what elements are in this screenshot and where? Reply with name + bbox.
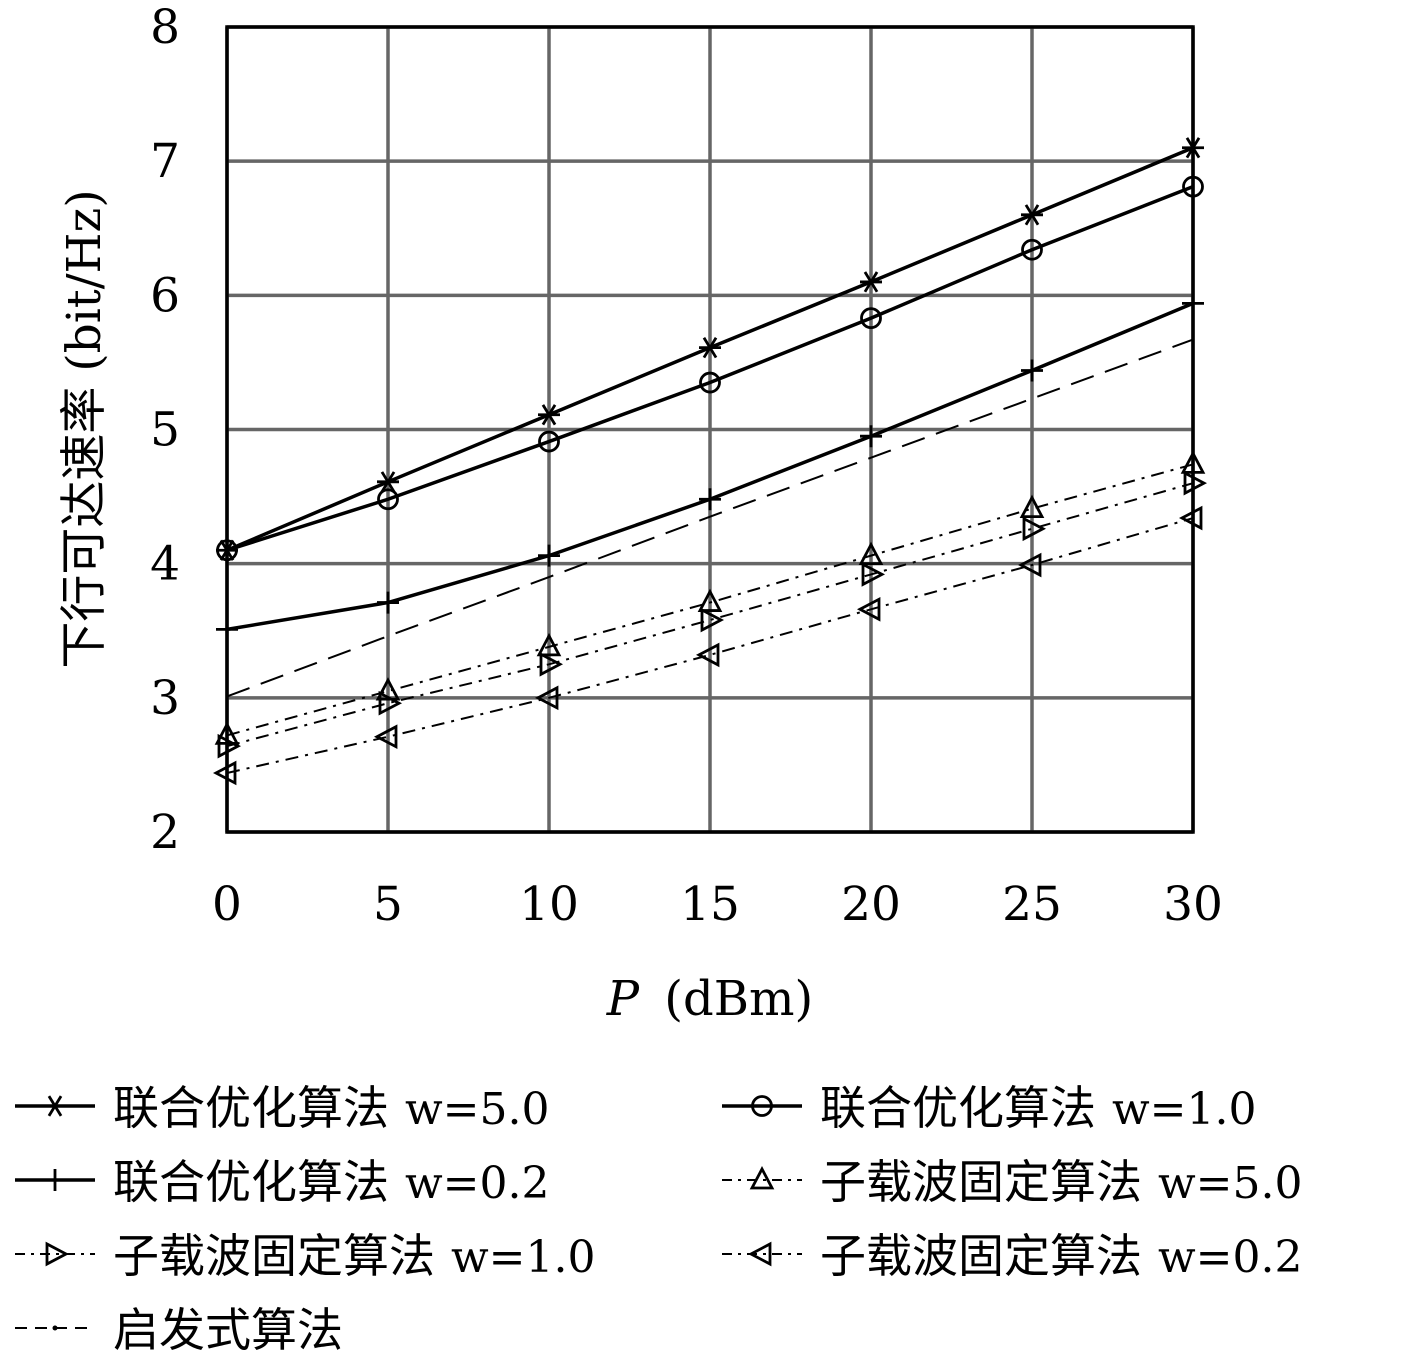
legend-item: 联合优化算法 w=1.0 — [722, 1081, 1257, 1135]
legend-name: 子载波固定算法 — [113, 1229, 435, 1283]
x-tick-label: 10 — [519, 877, 579, 932]
legend-label: 联合优化算法 w=5.0 — [113, 1081, 550, 1135]
legend-label: 联合优化算法 w=1.0 — [820, 1081, 1257, 1135]
x-tick-label: 20 — [841, 877, 901, 932]
data-point — [1022, 516, 1047, 542]
data-point — [536, 632, 562, 657]
y-tick-label: 6 — [150, 268, 180, 323]
legend-item: 联合优化算法 w=5.0 — [15, 1081, 550, 1135]
data-point — [699, 488, 721, 511]
legend-marker — [44, 1169, 66, 1191]
data-point — [700, 607, 725, 633]
data-point — [538, 430, 560, 453]
data-point — [699, 371, 721, 394]
legend-w-value: w=5.0 — [1158, 1158, 1303, 1209]
x-axis-variable: P — [606, 971, 640, 1027]
legend-item: 启发式算法 — [15, 1303, 343, 1357]
data-point — [539, 651, 564, 677]
legend-w-value: w=0.2 — [405, 1158, 550, 1209]
data-point — [378, 690, 403, 716]
y-tick-label: 3 — [150, 671, 180, 726]
data-point — [699, 337, 721, 359]
data-point — [1021, 204, 1043, 226]
legend-name: 联合优化算法 — [113, 1081, 389, 1135]
y-tick-label: 7 — [150, 134, 180, 189]
legend-name: 联合优化算法 — [113, 1155, 389, 1209]
data-point — [1019, 494, 1045, 519]
plot-frame — [225, 25, 1195, 834]
data-point — [856, 596, 881, 622]
legend-marker — [749, 1165, 775, 1190]
legend-label: 子载波固定算法 w=5.0 — [820, 1155, 1303, 1209]
y-tick-label: 2 — [150, 805, 180, 860]
data-point — [1021, 238, 1043, 261]
data-point — [538, 404, 560, 426]
data-point — [373, 724, 398, 750]
x-axis-unit: (dBm) — [664, 971, 813, 1027]
tick-labels: 0 5 10 15 20 25 30 2 3 4 5 6 7 8 — [150, 0, 1223, 932]
data-point — [377, 471, 399, 493]
legend-name: 联合优化算法 — [820, 1081, 1096, 1135]
y-axis-label: 下行可达速率 (bit/Hz) — [57, 189, 112, 668]
legend-item: 联合优化算法 w=0.2 — [15, 1155, 550, 1209]
legend-marker — [44, 1095, 66, 1117]
data-point — [377, 488, 399, 511]
series-line — [226, 463, 1194, 737]
legend-w-value: w=5.0 — [405, 1084, 550, 1135]
legend-item: 子载波固定算法 w=1.0 — [15, 1229, 596, 1283]
legend-label: 联合优化算法 w=0.2 — [113, 1155, 550, 1209]
data-point — [860, 307, 882, 330]
data-point — [538, 544, 560, 567]
grid — [225, 25, 1195, 834]
legend-name: 子载波固定算法 — [820, 1229, 1142, 1283]
data-point — [377, 591, 399, 614]
legend-w-value: w=0.2 — [1158, 1232, 1303, 1283]
series-layer — [212, 137, 1208, 786]
y-tick-label: 4 — [150, 537, 180, 592]
x-axis-label: P (dBm) — [606, 971, 814, 1027]
legend-marker — [747, 1241, 772, 1267]
data-point — [1017, 552, 1042, 578]
legend-item: 子载波固定算法 w=0.2 — [722, 1229, 1303, 1283]
data-point — [695, 642, 720, 668]
legend-w-value: w=1.0 — [1112, 1084, 1257, 1135]
x-tick-label: 30 — [1163, 877, 1223, 932]
y-tick-label: 5 — [150, 403, 180, 458]
series-line — [226, 185, 1194, 552]
legend-label: 启发式算法 — [113, 1303, 343, 1357]
legend-name: 启发式算法 — [113, 1303, 343, 1357]
x-tick-label: 0 — [212, 877, 242, 932]
data-point — [375, 677, 401, 701]
series-line — [226, 517, 1194, 774]
data-point — [1021, 359, 1043, 382]
x-tick-label: 25 — [1002, 877, 1062, 932]
x-tick-label: 15 — [680, 877, 740, 932]
legend-w-value: w=1.0 — [451, 1232, 596, 1283]
data-point — [697, 588, 723, 612]
data-point — [861, 562, 886, 587]
legend-label: 子载波固定算法 w=0.2 — [820, 1229, 1303, 1283]
legend-label: 子载波固定算法 w=1.0 — [113, 1229, 596, 1283]
series-6 — [226, 338, 1194, 698]
series-line — [226, 338, 1194, 698]
x-tick-label: 5 — [373, 877, 403, 932]
legend-marker — [52, 1325, 58, 1331]
legend-name: 子载波固定算法 — [820, 1155, 1142, 1209]
legend-item: 子载波固定算法 w=5.0 — [722, 1155, 1303, 1209]
y-tick-label: 8 — [150, 0, 180, 55]
data-point — [860, 425, 882, 448]
data-point — [534, 685, 559, 711]
data-point — [858, 541, 884, 566]
legend-marker — [45, 1241, 70, 1267]
legend-marker — [751, 1095, 773, 1117]
data-point — [860, 271, 882, 293]
